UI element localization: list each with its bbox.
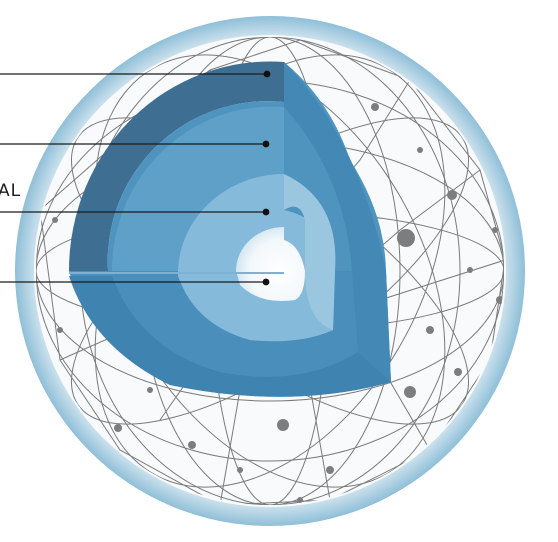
leader-dot-outer-core <box>262 208 270 216</box>
leader-dot-mantle <box>262 140 270 148</box>
leader-lines <box>0 70 271 286</box>
outer-core-face <box>284 174 336 330</box>
leader-dot-inner-core <box>262 278 270 286</box>
leader-dot-crust <box>263 70 271 78</box>
mantle-bottom-band <box>69 276 391 397</box>
layer-label-partial: AL <box>0 181 22 201</box>
mantle-right-face <box>284 62 391 382</box>
crust-layer-fill <box>68 61 284 271</box>
network-nodes <box>52 103 504 503</box>
